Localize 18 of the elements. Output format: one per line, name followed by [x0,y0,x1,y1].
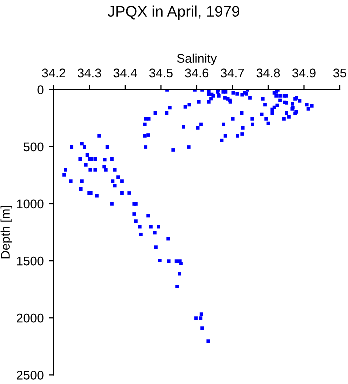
x-tick-label: 34.4 [114,68,138,78]
x-axis-title: Salinity [177,54,218,66]
x-tick-label: 34.8 [256,68,280,78]
chart-title: JPQX in April, 1979 [108,6,240,20]
x-tick-label: 34.6 [185,68,209,78]
x-tick-label: 34.2 [42,68,66,78]
y-tick-label: 2000 [17,314,44,323]
y-tick-label: 500 [24,142,44,152]
x-tick-label: 34.9 [292,68,316,78]
y-tick-label: 1500 [17,256,44,266]
y-tick-label: 0 [38,86,44,95]
y-axis-title: Depth [m] [0,206,12,259]
x-tick-label: 34.5 [150,68,173,78]
x-tick-label: 34.3 [78,68,102,78]
y-tick-label: 1000 [17,200,44,209]
x-tick-label: 34.7 [221,68,244,78]
x-tick-label: 35 [334,68,346,78]
y-tick-label: 2500 [17,370,44,380]
